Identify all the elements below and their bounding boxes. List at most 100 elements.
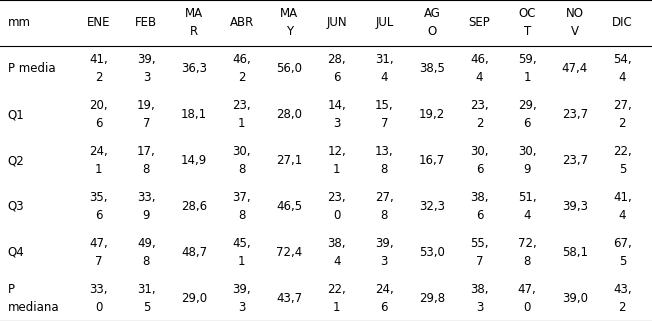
Text: 14,9: 14,9 (181, 154, 207, 167)
Text: 72,: 72, (518, 237, 537, 250)
Text: 39,: 39, (232, 282, 251, 296)
Text: 23,: 23, (327, 191, 346, 204)
Text: 41,: 41, (89, 53, 108, 66)
Text: 5: 5 (619, 163, 626, 176)
Text: 28,: 28, (327, 53, 346, 66)
Text: 4: 4 (619, 71, 626, 84)
Text: 38,: 38, (327, 237, 346, 250)
Text: 29,8: 29,8 (419, 291, 445, 305)
Text: 56,0: 56,0 (276, 62, 302, 75)
Text: 59,: 59, (518, 53, 537, 66)
Text: 7: 7 (476, 255, 483, 268)
Text: 47,: 47, (89, 237, 108, 250)
Text: 41,: 41, (613, 191, 632, 204)
Text: O: O (427, 25, 437, 39)
Text: 7: 7 (95, 255, 102, 268)
Text: 29,0: 29,0 (181, 291, 207, 305)
Text: P media: P media (8, 62, 55, 75)
Text: FEB: FEB (136, 16, 157, 30)
Text: 23,7: 23,7 (561, 108, 588, 121)
Text: 67,: 67, (613, 237, 632, 250)
Text: 2: 2 (476, 117, 483, 130)
Text: 9: 9 (143, 209, 150, 222)
Text: 5: 5 (619, 255, 626, 268)
Text: 31,: 31, (375, 53, 394, 66)
Text: 8: 8 (143, 255, 150, 268)
Text: 0: 0 (524, 300, 531, 314)
Text: 6: 6 (333, 71, 340, 84)
Text: 4: 4 (381, 71, 388, 84)
Text: 58,1: 58,1 (562, 246, 587, 259)
Text: 8: 8 (381, 163, 388, 176)
Text: 55,: 55, (470, 237, 489, 250)
Text: 2: 2 (619, 117, 626, 130)
Text: 1: 1 (238, 117, 245, 130)
Text: 8: 8 (143, 163, 150, 176)
Text: 2: 2 (95, 71, 102, 84)
Text: JUL: JUL (375, 16, 394, 30)
Text: 12,: 12, (327, 145, 346, 158)
Text: AG: AG (424, 7, 440, 21)
Text: NO: NO (566, 7, 584, 21)
Text: 72,4: 72,4 (276, 246, 303, 259)
Text: 22,: 22, (327, 282, 346, 296)
Text: 0: 0 (333, 209, 340, 222)
Text: T: T (524, 25, 531, 39)
Text: 6: 6 (476, 209, 483, 222)
Text: 6: 6 (524, 117, 531, 130)
Text: 30,: 30, (518, 145, 537, 158)
Text: 43,: 43, (613, 282, 632, 296)
Text: 1: 1 (333, 163, 340, 176)
Text: 36,3: 36,3 (181, 62, 207, 75)
Text: 6: 6 (476, 163, 483, 176)
Text: 19,: 19, (137, 99, 156, 112)
Text: 47,4: 47,4 (561, 62, 588, 75)
Text: P: P (8, 282, 15, 296)
Text: 32,3: 32,3 (419, 200, 445, 213)
Text: 8: 8 (238, 163, 245, 176)
Text: 49,: 49, (137, 237, 156, 250)
Text: 30,: 30, (470, 145, 489, 158)
Text: Q4: Q4 (8, 246, 25, 259)
Text: 1: 1 (238, 255, 245, 268)
Text: 39,0: 39,0 (562, 291, 587, 305)
Text: 16,7: 16,7 (419, 154, 445, 167)
Text: ABR: ABR (230, 16, 254, 30)
Text: Q2: Q2 (8, 154, 25, 167)
Text: 39,: 39, (375, 237, 394, 250)
Text: 22,: 22, (613, 145, 632, 158)
Text: 46,5: 46,5 (276, 200, 303, 213)
Text: 46,: 46, (232, 53, 251, 66)
Text: 6: 6 (95, 209, 102, 222)
Text: 1: 1 (524, 71, 531, 84)
Text: R: R (190, 25, 198, 39)
Text: 3: 3 (143, 71, 150, 84)
Text: 51,: 51, (518, 191, 537, 204)
Text: Q1: Q1 (8, 108, 25, 121)
Text: 54,: 54, (613, 53, 632, 66)
Text: 2: 2 (238, 71, 245, 84)
Text: 20,: 20, (89, 99, 108, 112)
Text: 47,: 47, (518, 282, 537, 296)
Text: 24,: 24, (375, 282, 394, 296)
Text: 28,6: 28,6 (181, 200, 207, 213)
Text: 0: 0 (95, 300, 102, 314)
Text: 38,5: 38,5 (419, 62, 445, 75)
Text: 15,: 15, (375, 99, 394, 112)
Text: 3: 3 (333, 117, 340, 130)
Text: 6: 6 (95, 117, 102, 130)
Text: 27,: 27, (613, 99, 632, 112)
Text: 8: 8 (524, 255, 531, 268)
Text: 27,1: 27,1 (276, 154, 303, 167)
Text: 23,7: 23,7 (561, 154, 588, 167)
Text: 37,: 37, (232, 191, 251, 204)
Text: 38,: 38, (470, 282, 489, 296)
Text: mm: mm (8, 16, 31, 30)
Text: 33,: 33, (137, 191, 156, 204)
Text: 2: 2 (619, 300, 626, 314)
Text: 3: 3 (381, 255, 388, 268)
Text: 38,: 38, (470, 191, 489, 204)
Text: 17,: 17, (137, 145, 156, 158)
Text: 4: 4 (619, 209, 626, 222)
Text: 6: 6 (381, 300, 388, 314)
